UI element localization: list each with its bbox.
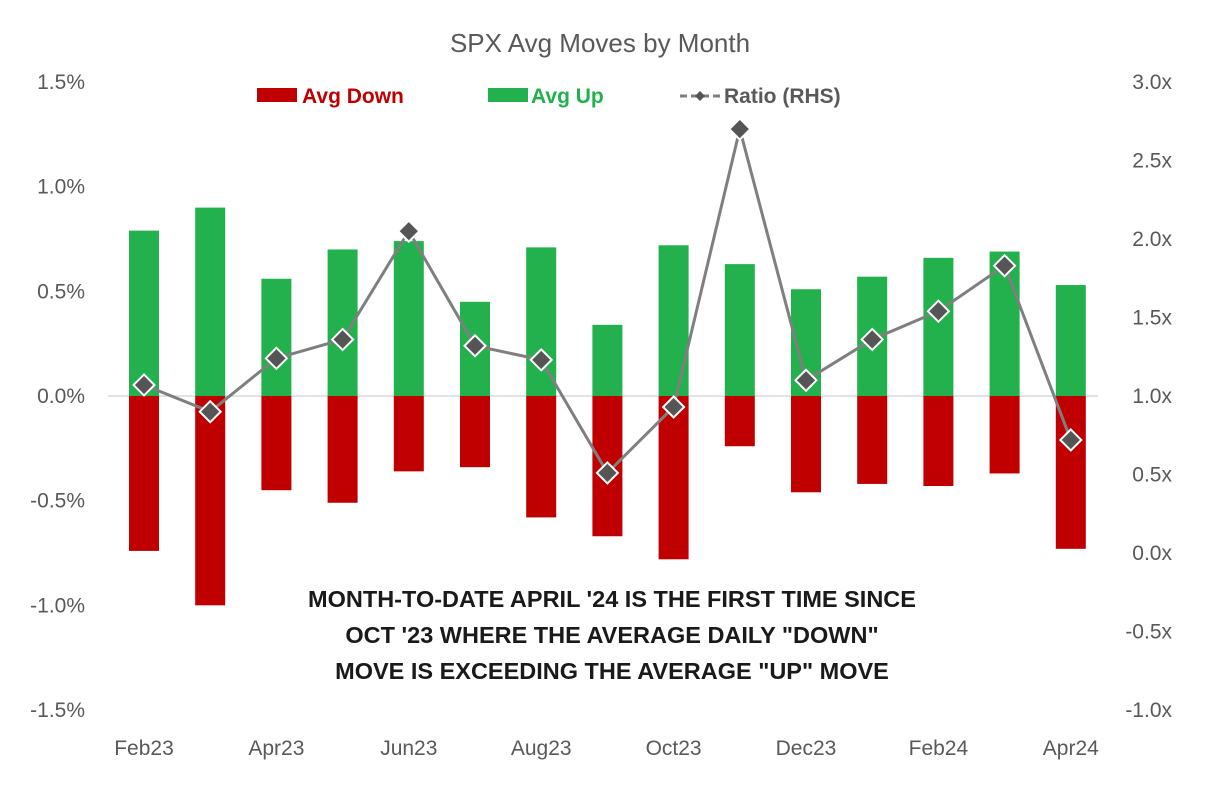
right-y-tick-label: 1.0x <box>1132 385 1172 408</box>
x-tick-label: Jun23 <box>380 737 437 760</box>
avg-up-bar <box>526 247 557 396</box>
right-y-tick-label: 3.0x <box>1132 71 1172 94</box>
avg-down-bar <box>393 396 424 472</box>
ratio-point <box>330 327 355 352</box>
legend-swatch-avg-down <box>257 88 297 102</box>
avg-down-bar <box>460 396 490 468</box>
legend-label-avg-up: Avg Up <box>531 85 604 108</box>
avg-up-bars <box>129 207 1086 396</box>
right-y-tick-label: 1.5x <box>1132 307 1172 330</box>
avg-down-bar <box>129 396 159 551</box>
x-tick-label: Feb24 <box>909 737 969 760</box>
right-y-tick-label: 0.0x <box>1132 542 1172 565</box>
avg-down-bar <box>526 396 557 518</box>
avg-down-bar <box>327 396 358 503</box>
ratio-point <box>198 399 223 424</box>
legend-label-avg-down: Avg Down <box>302 85 404 108</box>
ratio-point <box>992 253 1017 278</box>
legend: Avg Down Avg Up Ratio (RHS) <box>257 85 841 108</box>
left-y-tick-label: -0.5% <box>30 490 85 513</box>
avg-up-bar <box>129 230 159 396</box>
right-y-tick-label: 2.5x <box>1132 150 1172 173</box>
ratio-point <box>463 333 487 358</box>
ratio-point <box>794 368 818 393</box>
annotation-line: MOVE IS EXCEEDING THE AVERAGE "UP" MOVE <box>335 658 889 684</box>
x-tick-label: Dec23 <box>776 737 837 760</box>
right-y-tick-label: -0.5x <box>1125 621 1172 644</box>
left-y-tick-label: -1.5% <box>30 699 85 722</box>
annotation-line: OCT '23 WHERE THE AVERAGE DAILY "DOWN" <box>345 622 878 648</box>
ratio-point <box>661 395 686 419</box>
ratio-point <box>132 373 156 397</box>
x-tick-label: Apr24 <box>1043 737 1099 760</box>
left-y-tick-label: -1.0% <box>30 594 85 617</box>
ratio-point <box>595 461 620 485</box>
avg-down-bar <box>195 396 226 606</box>
annotation-block: MONTH-TO-DATE APRIL '24 IS THE FIRST TIM… <box>308 586 916 684</box>
ratio-point <box>396 219 421 244</box>
x-axis: Feb23 Apr23 Jun23 Aug23 Oct23 Dec23 Feb24 Apr24 <box>114 737 1099 760</box>
ratio-point <box>926 299 951 324</box>
avg-up-bar <box>261 278 292 396</box>
left-y-axis: -1.5% -1.0% -0.5% 0.0% 0.5% 1.0% 1.5% <box>30 71 85 722</box>
chart-title: SPX Avg Moves by Month <box>450 28 750 58</box>
avg-down-bar <box>791 396 821 493</box>
x-tick-label: Oct23 <box>646 737 702 760</box>
avg-down-bar <box>658 396 689 560</box>
right-y-axis: -1.0x -0.5x 0.0x 0.5x 1.0x 1.5x 2.0x 2.5x 3.0x <box>1125 71 1172 722</box>
right-y-tick-label: -1.0x <box>1125 699 1172 722</box>
avg-down-bar <box>1055 396 1086 549</box>
left-y-tick-label: 0.0% <box>37 385 85 408</box>
ratio-point <box>529 347 554 372</box>
ratio-point <box>1058 428 1083 452</box>
legend-label-ratio: Ratio (RHS) <box>724 85 841 108</box>
avg-up-bar <box>724 264 755 396</box>
avg-down-bar <box>724 396 755 447</box>
avg-up-bar <box>592 324 623 396</box>
x-tick-label: Apr23 <box>248 737 304 760</box>
avg-down-bars <box>129 396 1086 606</box>
avg-down-bar <box>857 396 888 484</box>
x-tick-label: Feb23 <box>114 737 174 760</box>
ratio-point <box>727 117 752 142</box>
avg-down-bar <box>261 396 292 491</box>
avg-up-bar <box>393 241 424 396</box>
left-y-tick-label: 1.5% <box>37 71 85 94</box>
x-tick-label: Aug23 <box>511 737 572 760</box>
annotation-line: MONTH-TO-DATE APRIL '24 IS THE FIRST TIM… <box>308 586 916 612</box>
right-y-tick-label: 2.0x <box>1132 228 1172 251</box>
left-y-tick-label: 0.5% <box>37 280 85 303</box>
avg-down-bar <box>989 396 1020 474</box>
avg-up-bar <box>1055 285 1086 396</box>
avg-up-bar <box>658 245 689 396</box>
avg-up-bar <box>923 257 954 396</box>
legend-ratio-marker <box>695 91 705 101</box>
right-y-tick-label: 0.5x <box>1132 464 1172 487</box>
ratio-point <box>264 346 289 371</box>
avg-down-bar <box>923 396 954 487</box>
left-y-tick-label: 1.0% <box>37 176 85 199</box>
ratio-point <box>860 327 885 352</box>
avg-up-bar <box>195 207 226 396</box>
legend-swatch-avg-up <box>488 88 528 102</box>
ratio-line-series <box>132 117 1083 485</box>
